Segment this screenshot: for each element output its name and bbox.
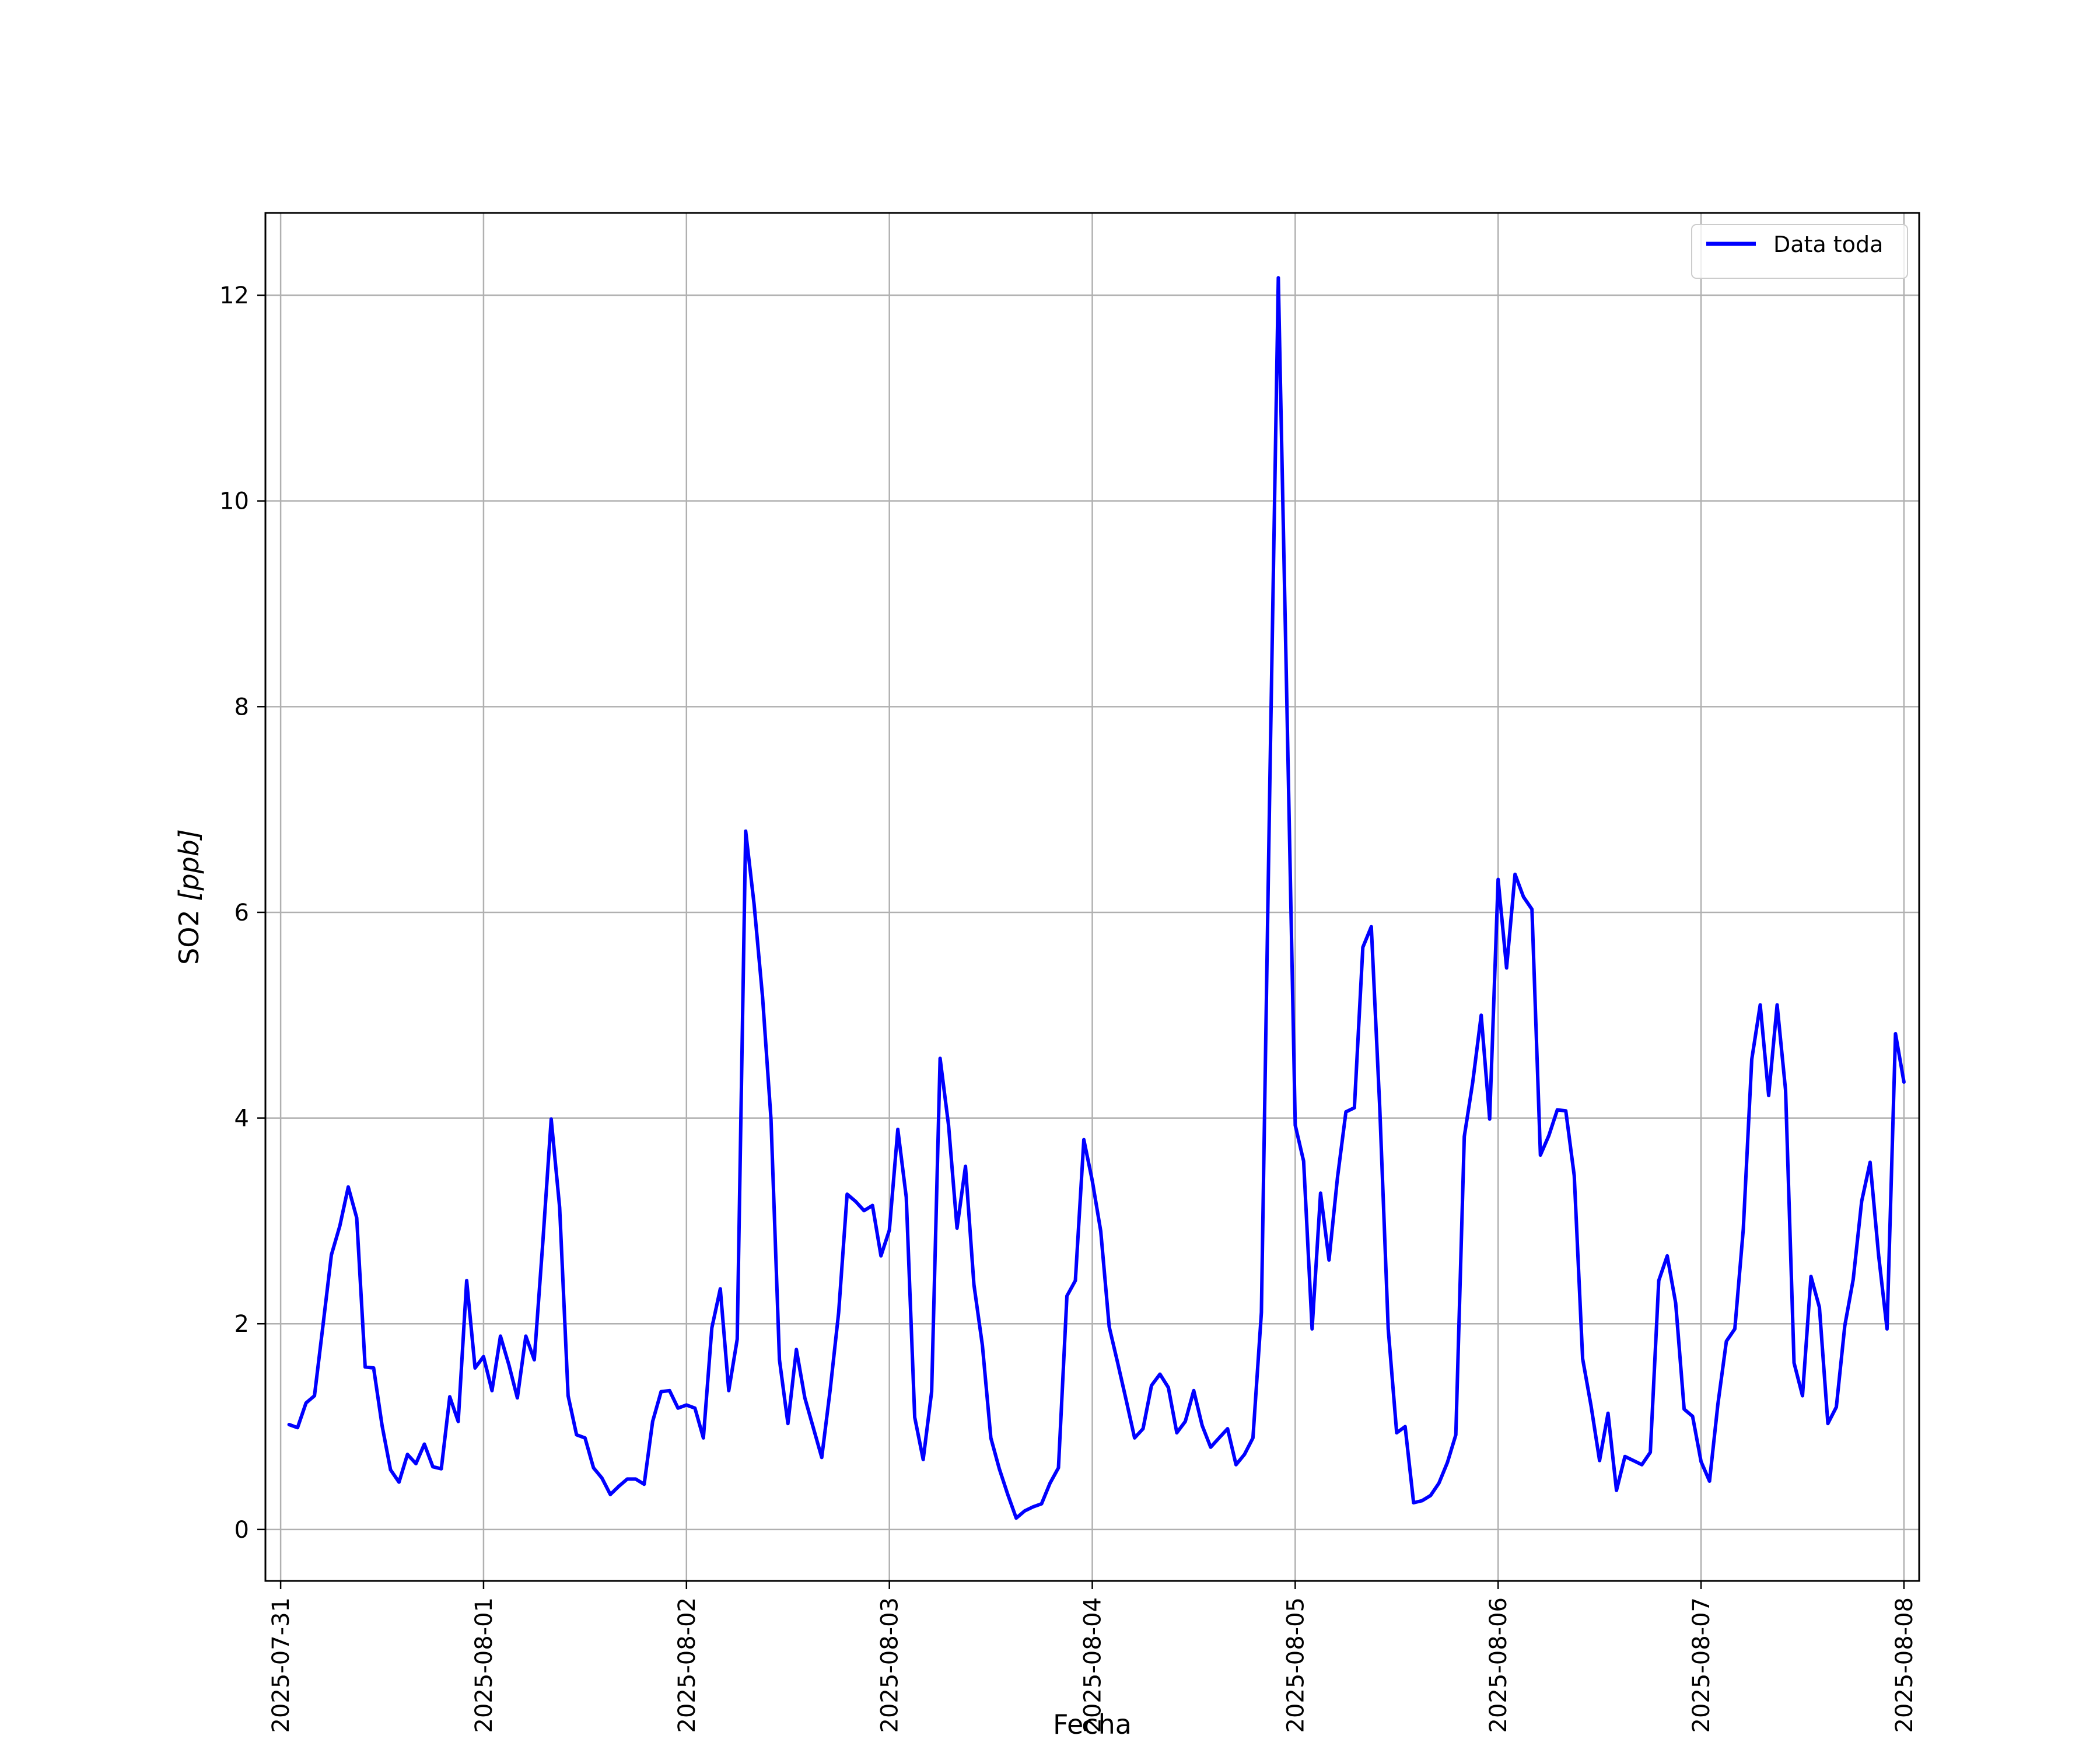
- x-axis: 2025-07-31 2025-08-01 2025-08-02 2025-08-03…: [268, 1581, 1918, 1733]
- x-tick-label: 2025-08-03: [877, 1597, 904, 1733]
- x-tick-label: 2025-08-07: [1688, 1597, 1715, 1733]
- y-tick-label: 8: [235, 694, 249, 720]
- y-axis-title-unit: [ppb]: [173, 829, 205, 901]
- x-tick-label: 2025-07-31: [268, 1597, 295, 1733]
- y-tick-label: 2: [235, 1311, 249, 1338]
- y-axis-title-prefix: SO2: [173, 901, 205, 965]
- y-tick-label: 0: [235, 1517, 249, 1544]
- y-tick-label: 10: [219, 488, 249, 515]
- y-tick-label: 6: [235, 900, 249, 926]
- legend-label: Data toda: [1773, 232, 1883, 257]
- y-tick-label: 12: [219, 282, 249, 309]
- legend-box: [1691, 224, 1908, 279]
- y-axis-title: SO2 [ppb]: [173, 829, 205, 965]
- x-tick-label: 2025-08-05: [1282, 1597, 1309, 1733]
- series-line: [287, 276, 1906, 1520]
- x-tick-label: 2025-08-06: [1485, 1597, 1512, 1733]
- x-axis-title: Fecha: [1053, 1709, 1132, 1740]
- x-tick-label: 2025-08-04: [1080, 1597, 1107, 1733]
- x-tick-label: 2025-08-08: [1891, 1597, 1918, 1733]
- x-tick-label: 2025-08-02: [674, 1597, 701, 1733]
- grid-lines: [265, 213, 1919, 1581]
- x-tick-label: 2025-08-01: [471, 1597, 498, 1733]
- y-axis: 0 2 4 6 8 10 12: [219, 282, 265, 1544]
- series-layer: [287, 276, 1906, 1520]
- legend: Data toda: [1691, 224, 1908, 279]
- y-tick-label: 4: [235, 1105, 249, 1132]
